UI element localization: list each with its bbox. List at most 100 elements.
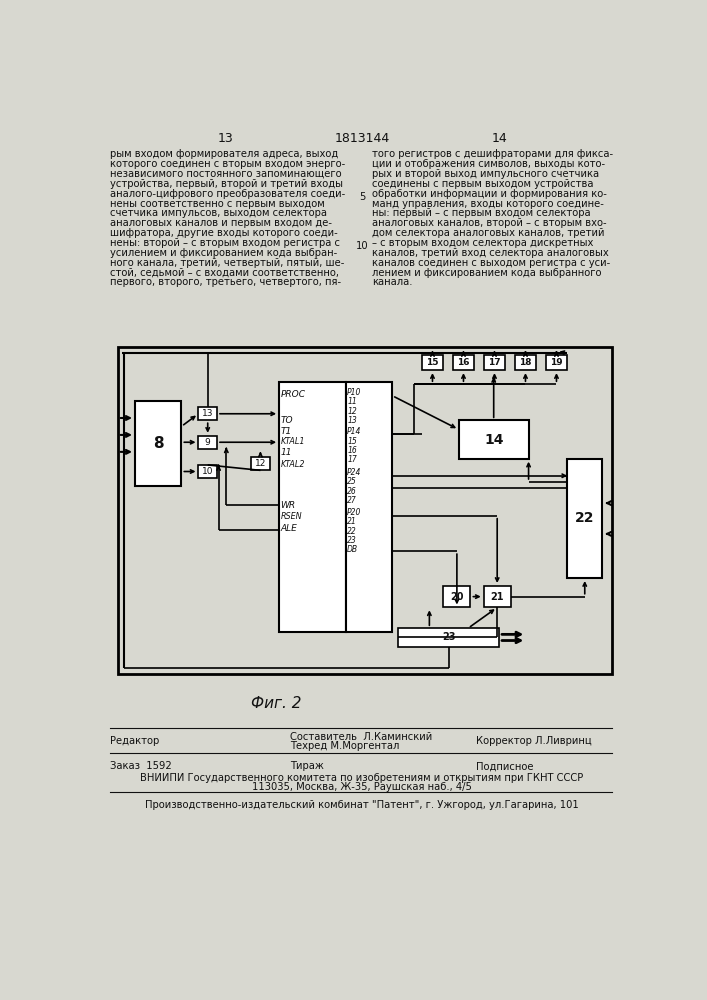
Text: соединены с первым выходом устройства: соединены с первым выходом устройства [372, 179, 593, 189]
Text: рым входом формирователя адреса, выход: рым входом формирователя адреса, выход [110, 149, 339, 159]
Text: 16: 16 [347, 446, 357, 455]
Bar [484, 355, 506, 370]
Text: канала.: канала. [372, 277, 412, 287]
Text: 17: 17 [488, 358, 501, 367]
Text: Техред М.Моргентал: Техред М.Моргентал [290, 741, 399, 751]
Text: ного канала, третий, четвертый, пятый, ше-: ного канала, третий, четвертый, пятый, ш… [110, 258, 344, 268]
Text: 12: 12 [255, 459, 266, 468]
Text: 21: 21 [347, 517, 357, 526]
Text: P20: P20 [347, 508, 361, 517]
Text: 15: 15 [426, 358, 439, 367]
Bar [567, 459, 602, 578]
Text: 13: 13 [347, 416, 357, 425]
Text: 15: 15 [347, 437, 357, 446]
Text: 10: 10 [356, 241, 368, 251]
Text: TO: TO [281, 416, 293, 425]
Text: 22: 22 [575, 511, 595, 525]
Text: PROC: PROC [281, 390, 305, 399]
Text: 14: 14 [491, 132, 507, 145]
Text: Производственно-издательский комбинат "Патент", г. Ужгород, ул.Гагарина, 101: Производственно-издательский комбинат "П… [145, 800, 579, 810]
Bar [199, 436, 217, 449]
Text: RSEN: RSEN [281, 512, 302, 521]
Text: 23: 23 [347, 536, 357, 545]
Text: лением и фиксированием кода выбранного: лением и фиксированием кода выбранного [372, 268, 602, 278]
Text: которого соединен с вторым входом энерго-: которого соединен с вторым входом энерго… [110, 159, 345, 169]
Bar [546, 355, 567, 370]
Text: 18: 18 [519, 358, 532, 367]
Text: 25: 25 [347, 477, 357, 486]
Bar [398, 628, 499, 647]
Text: 21: 21 [491, 592, 504, 602]
Text: 11: 11 [347, 397, 357, 406]
Bar [118, 347, 612, 674]
Bar [199, 407, 217, 420]
Text: ALE: ALE [281, 524, 298, 533]
Text: P10: P10 [347, 388, 361, 397]
Text: 16: 16 [457, 358, 469, 367]
Text: P24: P24 [347, 468, 361, 477]
Text: 1813144: 1813144 [334, 132, 390, 145]
Bar [459, 420, 529, 459]
Text: Фиг. 2: Фиг. 2 [251, 696, 302, 711]
Text: 23: 23 [442, 632, 455, 642]
Text: дом селектора аналоговых каналов, третий: дом селектора аналоговых каналов, третий [372, 228, 604, 238]
Text: нены: второй – с вторым входом регистра с: нены: второй – с вторым входом регистра … [110, 238, 340, 248]
Text: 12: 12 [347, 407, 357, 416]
Text: 19: 19 [550, 358, 563, 367]
Text: 113035, Москва, Ж-35, Раушская наб., 4/5: 113035, Москва, Ж-35, Раушская наб., 4/5 [252, 782, 472, 792]
Text: шифратора, другие входы которого соеди-: шифратора, другие входы которого соеди- [110, 228, 338, 238]
Text: WR: WR [281, 500, 296, 510]
Text: стой, седьмой – с входами соответственно,: стой, седьмой – с входами соответственно… [110, 268, 339, 278]
Bar [452, 355, 474, 370]
Bar [484, 586, 510, 607]
Text: 20: 20 [450, 592, 464, 602]
Bar [346, 382, 392, 632]
Text: 5: 5 [358, 192, 365, 202]
Text: устройства, первый, второй и третий входы: устройства, первый, второй и третий вход… [110, 179, 343, 189]
Text: рых и второй выход импульсного счетчика: рых и второй выход импульсного счетчика [372, 169, 599, 179]
Text: первого, второго, третьего, четвертого, пя-: первого, второго, третьего, четвертого, … [110, 277, 341, 287]
Text: ны: первый – с первым входом селектора: ны: первый – с первым входом селектора [372, 208, 590, 218]
Text: Заказ  1592: Заказ 1592 [110, 761, 172, 771]
Text: счетчика импульсов, выходом селектора: счетчика импульсов, выходом селектора [110, 208, 327, 218]
Text: DB: DB [347, 545, 358, 554]
Text: аналоговых каналов, второй – с вторым вхо-: аналоговых каналов, второй – с вторым вх… [372, 218, 607, 228]
Bar [443, 586, 470, 607]
Text: 22: 22 [347, 527, 357, 536]
Text: Подписное: Подписное [476, 761, 533, 771]
Text: 27: 27 [347, 496, 357, 505]
Text: KTAL1: KTAL1 [281, 437, 305, 446]
Text: аналоговых каналов и первым входом де-: аналоговых каналов и первым входом де- [110, 218, 332, 228]
Text: усилением и фиксированием кода выбран-: усилением и фиксированием кода выбран- [110, 248, 337, 258]
Text: ВНИИПИ Государственного комитета по изобретениям и открытиям при ГКНТ СССР: ВНИИПИ Государственного комитета по изоб… [140, 773, 583, 783]
Text: 14: 14 [484, 433, 503, 447]
Text: аналого-цифрового преобразователя соеди-: аналого-цифрового преобразователя соеди- [110, 189, 345, 199]
Text: T1: T1 [281, 427, 292, 436]
Text: 11: 11 [281, 448, 292, 457]
Bar [251, 457, 270, 470]
Text: независимого постоянного запоминающего: независимого постоянного запоминающего [110, 169, 341, 179]
Bar [279, 382, 346, 632]
Bar [421, 355, 443, 370]
Text: обработки информации и формирования ко-: обработки информации и формирования ко- [372, 189, 607, 199]
Text: – с вторым входом селектора дискретных: – с вторым входом селектора дискретных [372, 238, 593, 248]
Text: 8: 8 [153, 436, 163, 451]
Text: ции и отображения символов, выходы кото-: ции и отображения символов, выходы кото- [372, 159, 605, 169]
Text: манд управления, входы которого соедине-: манд управления, входы которого соедине- [372, 199, 604, 209]
Text: 13: 13 [218, 132, 233, 145]
Bar [135, 401, 182, 486]
Text: Редактор: Редактор [110, 736, 159, 746]
Text: P14: P14 [347, 427, 361, 436]
Text: Корректор Л.Ливринц: Корректор Л.Ливринц [476, 736, 592, 746]
Text: Тираж: Тираж [290, 761, 324, 771]
Text: того регистров с дешифраторами для фикса-: того регистров с дешифраторами для фикса… [372, 149, 613, 159]
Text: нены соответственно с первым выходом: нены соответственно с первым выходом [110, 199, 325, 209]
Text: KTAL2: KTAL2 [281, 460, 305, 469]
Text: 13: 13 [202, 409, 214, 418]
Bar [199, 465, 217, 478]
Text: каналов, третий вход селектора аналоговых: каналов, третий вход селектора аналоговы… [372, 248, 609, 258]
Text: Составитель  Л.Каминский: Составитель Л.Каминский [290, 732, 432, 742]
Text: 26: 26 [347, 487, 357, 496]
Text: каналов соединен с выходом регистра с уси-: каналов соединен с выходом регистра с ус… [372, 258, 610, 268]
Text: 10: 10 [202, 467, 214, 476]
